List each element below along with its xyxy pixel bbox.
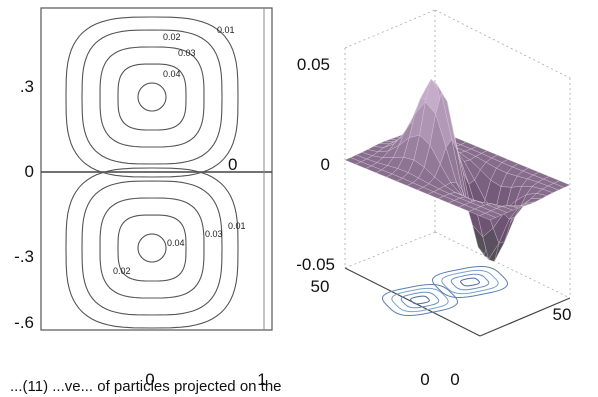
contour-value-label: 0.02	[113, 266, 131, 276]
y-tick-label: 50	[311, 277, 330, 296]
left-y-tick-labels: .3 0 -.3 -.6	[14, 77, 34, 332]
x-tick-label: 0	[450, 370, 459, 389]
box-edge-floor-back	[344, 231, 436, 269]
contour-line	[65, 167, 239, 329]
figure-caption: ...(11) ...ve... of particles projected …	[10, 378, 282, 395]
floor-contour-line	[410, 295, 430, 305]
contour-line	[99, 197, 205, 299]
floor-contour-line	[431, 266, 509, 298]
box-edge-floor-right	[434, 231, 571, 299]
floor-contour-line	[441, 269, 499, 295]
contour-value-label: 0.01	[217, 25, 235, 35]
surface-facet	[553, 180, 571, 188]
z-tick-label: 0.05	[297, 55, 330, 74]
left-contour-plot: 0.02 0.01 0.03 0.04 0.04 0.03 0.01 0.02 0 .3 0 -.…	[14, 7, 273, 389]
left-plot-frame	[40, 7, 273, 331]
floor-contour-line	[400, 291, 440, 309]
contour-value-label: 0.03	[178, 48, 196, 58]
contour-labels: 0.02 0.01 0.03 0.04 0.04 0.03 0.01 0.02	[113, 25, 246, 276]
contour-value-label: 0.02	[163, 32, 181, 42]
z-tick-labels: 0.05 0 -0.05	[296, 55, 335, 274]
z-tick-label: -0.05	[296, 255, 335, 274]
x-tick-labels: 0 50	[450, 305, 571, 389]
y-tick-label: 0	[420, 370, 429, 389]
box-edge-top-back	[344, 9, 436, 49]
left-y-tick-label: .3	[20, 77, 34, 96]
left-y-tick-label: -.3	[14, 247, 34, 266]
contour-value-label: 0.03	[205, 229, 223, 239]
left-y-tick-label: 0	[25, 162, 34, 181]
contour-line	[117, 63, 187, 131]
box-edge-top-right	[434, 9, 571, 79]
left-x-tick-label: 1	[257, 370, 266, 389]
left-x-tick-label: 0	[145, 370, 154, 389]
contour-line	[137, 82, 167, 112]
surface-mesh	[344, 78, 571, 262]
contour-line	[117, 214, 187, 282]
contour-value-label: 0.04	[167, 238, 185, 248]
floor-contour-line	[381, 284, 459, 316]
lower-contour-lobe	[65, 167, 239, 329]
contour-line	[65, 16, 239, 178]
contour-value-label: 0.04	[163, 69, 181, 79]
frame-corner-label: 0	[228, 155, 237, 174]
contour-line	[137, 233, 167, 263]
contour-line	[81, 180, 223, 316]
floor-contour-line	[450, 273, 490, 291]
contour-line	[81, 29, 223, 165]
x-tick-label: 50	[553, 305, 572, 324]
z-tick-label: 0	[321, 155, 330, 174]
y-tick-labels: 50 0	[311, 277, 430, 389]
contour-line	[99, 46, 205, 148]
left-y-tick-label: -.6	[14, 313, 34, 332]
right-surface-plot: 0.05 0 -0.05 50 0 0 50	[296, 9, 571, 389]
floor-contour-projection	[381, 266, 509, 316]
floor-front-right-edge	[479, 297, 571, 337]
floor-contour-line	[391, 287, 449, 313]
floor-contour-line	[460, 277, 480, 287]
upper-contour-lobe	[65, 16, 239, 178]
contour-value-label: 0.01	[228, 221, 246, 231]
